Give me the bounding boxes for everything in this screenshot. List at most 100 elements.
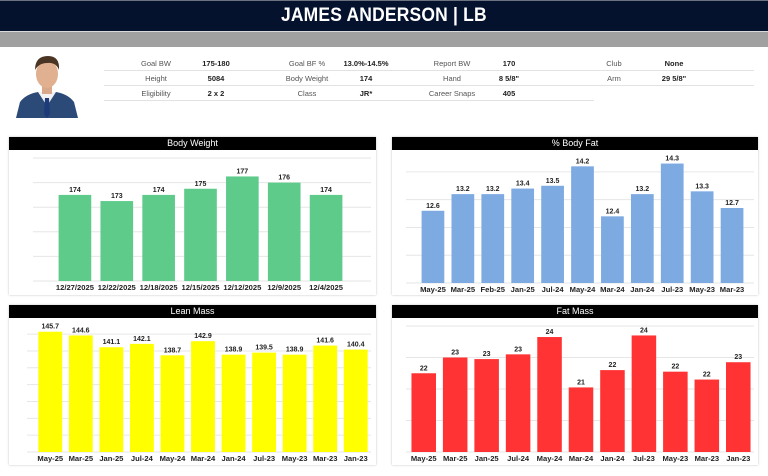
player-photo-icon (8, 48, 86, 118)
lean-mass-chart: 145.7 May-25 144.6 Mar-25 141.1 Jan-25 142.1 Ju… (27, 324, 371, 463)
bar (537, 337, 562, 452)
info-row: Height 5084 Body Weight 174 Hand 8 5/8" Arm 29 … (104, 71, 754, 86)
bar (571, 166, 594, 283)
data-label: 13.2 (456, 186, 470, 193)
bar (411, 373, 436, 452)
x-tick-label: May-25 (37, 454, 64, 463)
bar (690, 191, 714, 283)
info-label: Career Snaps (428, 89, 476, 98)
info-row: Eligibility 2 x 2 Class JR* Career Snaps 405 (104, 86, 594, 101)
x-tick-label: Jan-25 (99, 454, 124, 463)
data-label: 23 (734, 354, 742, 361)
info-label: Eligibility (141, 89, 171, 98)
data-label: 23 (514, 346, 522, 353)
data-label: 173 (111, 193, 123, 200)
data-label: 140.4 (347, 342, 365, 349)
bar (474, 359, 499, 452)
row-divider (104, 85, 754, 86)
data-label: 14.3 (665, 156, 679, 163)
x-tick-label: Mar-24 (600, 285, 625, 294)
chart-title: Fat Mass (392, 305, 758, 318)
bar (663, 371, 688, 452)
x-tick-label: Jan-23 (344, 454, 368, 463)
bar (726, 362, 751, 452)
x-tick-label: Jan-25 (511, 285, 536, 294)
data-label: 139.5 (255, 345, 273, 352)
bar (313, 345, 338, 452)
data-label: 22 (671, 364, 679, 371)
bar (631, 335, 657, 452)
data-label: 138.7 (164, 347, 182, 354)
x-tick-label: Feb-25 (481, 285, 506, 294)
x-tick-label: 12/9/2025 (267, 283, 302, 292)
bar (68, 335, 93, 452)
row-divider (104, 70, 754, 71)
bar (660, 163, 684, 283)
x-tick-label: 12/22/2025 (98, 283, 137, 292)
info-label: Report BW (433, 59, 471, 68)
fat-mass-chart: 22 May-25 23 Mar-25 23 Jan-25 23 Jul-24 24 May-24… (406, 325, 754, 463)
x-tick-label: Jan-24 (222, 454, 247, 463)
data-label: 13.4 (516, 181, 530, 188)
data-label: 142.9 (194, 333, 212, 340)
chart-title: % Body Fat (392, 137, 758, 150)
body-fat-chart: 12.6 May-25 13.2 Mar-25 13.2 Feb-25 13.4 Jan-25… (406, 156, 754, 294)
info-label: Hand (443, 74, 461, 83)
bar (421, 210, 445, 283)
fat-mass-panel: Fat Mass 22 May-25 23 Mar-25 23 Jan-25 23 Jul-2… (392, 305, 758, 465)
data-label: 23 (483, 351, 491, 358)
bar (226, 176, 259, 281)
bar (309, 194, 343, 281)
info-value: None (664, 59, 684, 68)
x-tick-label: May-24 (160, 454, 187, 463)
x-tick-label: Mar-24 (191, 454, 216, 463)
data-label: 14.2 (576, 158, 590, 165)
data-label: 12.4 (606, 208, 620, 215)
x-tick-label: 12/27/2025 (56, 283, 95, 292)
bar (720, 208, 744, 283)
info-value: 170 (502, 59, 516, 68)
bar (630, 194, 654, 283)
data-label: 24 (640, 327, 648, 334)
x-tick-label: 12/4/2025 (309, 283, 344, 292)
info-row: Goal BW 175-180 Goal BF % 13.0%-14.5% Report… (104, 56, 754, 71)
chart-title: Body Weight (9, 137, 376, 150)
x-tick-label: Jan-23 (726, 454, 750, 463)
x-tick-label: Mar-24 (569, 454, 594, 463)
data-label: 22 (703, 372, 711, 379)
bar (568, 387, 594, 452)
x-tick-label: 12/12/2025 (223, 283, 262, 292)
bar (160, 355, 185, 452)
info-label: Arm (607, 74, 621, 83)
info-value: 29 5/8" (661, 74, 687, 83)
bar (451, 194, 475, 283)
data-label: 21 (577, 379, 585, 386)
data-label: 13.2 (636, 186, 650, 193)
bar (282, 354, 307, 452)
data-label: 174 (320, 187, 332, 194)
info-value: 175-180 (202, 59, 230, 68)
x-tick-label: Jul-24 (542, 285, 565, 294)
data-label: 174 (153, 187, 165, 194)
x-tick-label: May-23 (662, 454, 688, 463)
bar (99, 347, 124, 452)
avatar (8, 48, 86, 118)
data-label: 142.1 (133, 336, 151, 343)
data-label: 174 (69, 187, 81, 194)
info-label: Goal BW (140, 59, 171, 68)
data-label: 12.6 (426, 203, 440, 210)
data-label: 23 (451, 350, 459, 357)
info-label: Height (145, 74, 167, 83)
bar (100, 201, 134, 281)
info-value: 405 (502, 89, 516, 98)
bar (442, 357, 468, 452)
data-label: 144.6 (72, 327, 90, 334)
info-value: 174 (359, 74, 373, 83)
x-tick-label: Mar-25 (451, 285, 476, 294)
info-value: 5084 (207, 74, 225, 83)
x-tick-label: Mar-23 (695, 454, 719, 463)
x-tick-label: 12/18/2025 (140, 283, 179, 292)
bar (511, 188, 535, 283)
x-tick-label: May-25 (411, 454, 438, 463)
x-tick-label: Jul-23 (661, 285, 683, 294)
